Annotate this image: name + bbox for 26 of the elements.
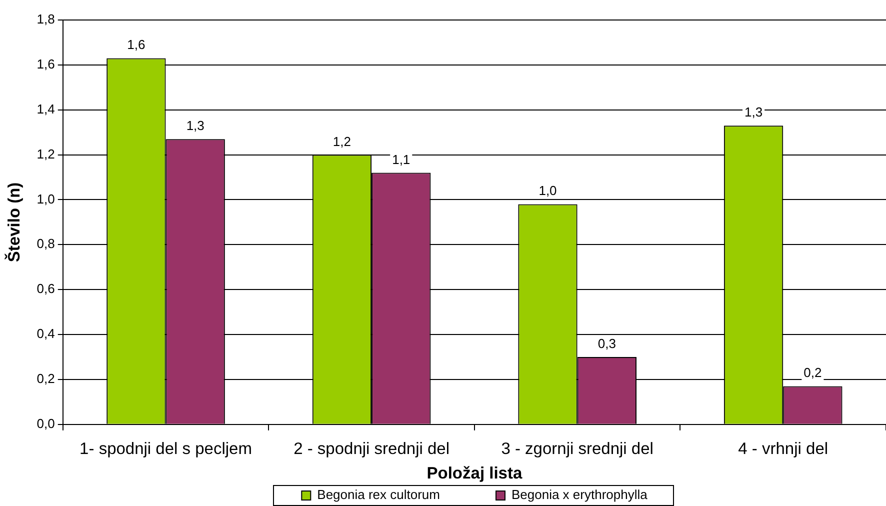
- x-tick-label: 3 - zgornji srednji del: [501, 440, 654, 458]
- y-axis-title: Število (n): [4, 182, 24, 262]
- data-label: 0,2: [804, 365, 822, 380]
- data-label: 1,3: [186, 118, 204, 134]
- data-label: 1,2: [332, 134, 352, 149]
- x-tick-label: 2 - spodnji srednji del: [294, 440, 450, 458]
- data-label: 1,6: [127, 37, 146, 52]
- y-tick-label: 0,2: [36, 371, 55, 386]
- x-tick-label: 4 - vrhnji del: [738, 440, 828, 458]
- legend-label: Begonia rex cultorum: [317, 487, 440, 502]
- legend-label: Begonia x erythrophylla: [511, 487, 648, 502]
- y-tick-label: 1,8: [36, 12, 55, 27]
- y-tick-label: 0,8: [36, 236, 55, 252]
- data-label: 1,0: [538, 183, 557, 198]
- y-tick-label: 0,6: [36, 281, 55, 296]
- y-tick-label: 1,0: [36, 191, 55, 206]
- data-label: 1,1: [392, 152, 410, 167]
- y-tick-label: 0,4: [36, 326, 55, 342]
- y-tick-label: 1,2: [36, 146, 55, 162]
- data-label: 1,3: [744, 104, 763, 120]
- y-tick-label: 1,6: [36, 56, 55, 72]
- y-tick-label: 1,4: [36, 101, 55, 116]
- data-label: 0,3: [598, 336, 616, 351]
- y-tick-label: 0,0: [36, 416, 55, 431]
- x-tick-label: 1- spodnji del s pecljem: [80, 440, 252, 458]
- x-axis-title: Položaj lista: [426, 464, 523, 483]
